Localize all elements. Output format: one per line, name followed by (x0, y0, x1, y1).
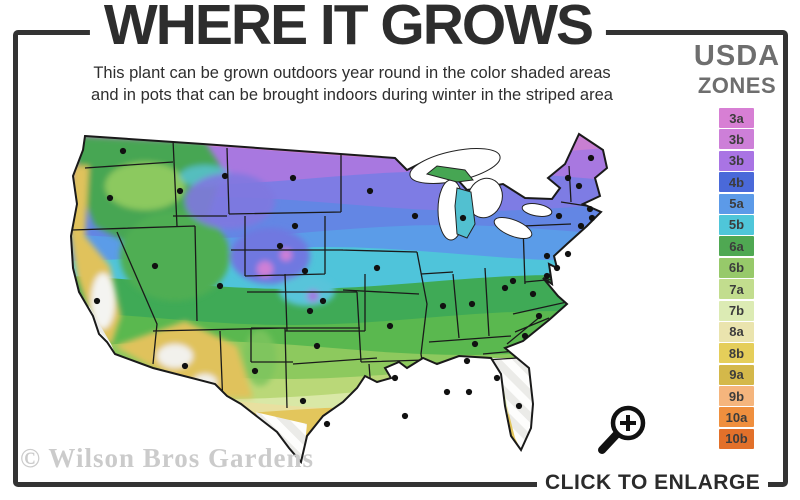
subtitle-line-2: and in pots that can be brought indoors … (91, 85, 613, 104)
watermark: © Wilson Bros Gardens (20, 443, 314, 473)
zone-swatch-list: 3a 3b 3b 4b 5a 5b 6a 6b 7a 7b 8a 8b 9a 9b 10a 10b (719, 108, 754, 450)
zone-swatch-6: 6a (719, 236, 754, 257)
city-dots (93, 147, 596, 428)
us-outline (69, 132, 609, 465)
subtitle-line-1: This plant can be grown outdoors year ro… (93, 64, 611, 82)
zone-swatch-7: 6b (719, 257, 754, 278)
zone-swatch-10: 8a (719, 321, 754, 342)
page-title: WHERE IT GROWS (89, 0, 607, 56)
legend-title-usda: USDA (693, 40, 781, 72)
usda-zone-map[interactable] (55, 106, 670, 481)
zone-swatch-12: 9a (719, 364, 754, 385)
magnifier-plus-icon[interactable] (595, 402, 653, 460)
western-terrain-patches (71, 136, 335, 398)
zone-swatch-3: 4b (719, 172, 754, 193)
zone-swatch-4: 5a (719, 193, 754, 214)
legend-title-zones: ZONES (697, 73, 777, 98)
click-to-enlarge[interactable]: CLICK TO ENLARGE (537, 471, 769, 495)
zone-swatch-1: 3b (719, 129, 754, 150)
zone-swatch-2: 3b (719, 150, 754, 171)
zone-swatch-11: 8b (719, 343, 754, 364)
zone-swatch-8: 7a (719, 279, 754, 300)
legend-title: USDA ZONES (678, 42, 796, 97)
zone-swatch-14: 10a (719, 407, 754, 428)
zone-swatch-9: 7b (719, 300, 754, 321)
zone-swatch-5: 5b (719, 214, 754, 235)
great-lakes (409, 147, 553, 241)
zone-swatch-13: 9b (719, 386, 754, 407)
zone-swatch-15: 10b (719, 428, 754, 449)
zone-swatch-0: 3a (719, 108, 754, 128)
subtitle: This plant can be grown outdoors year ro… (42, 63, 662, 107)
